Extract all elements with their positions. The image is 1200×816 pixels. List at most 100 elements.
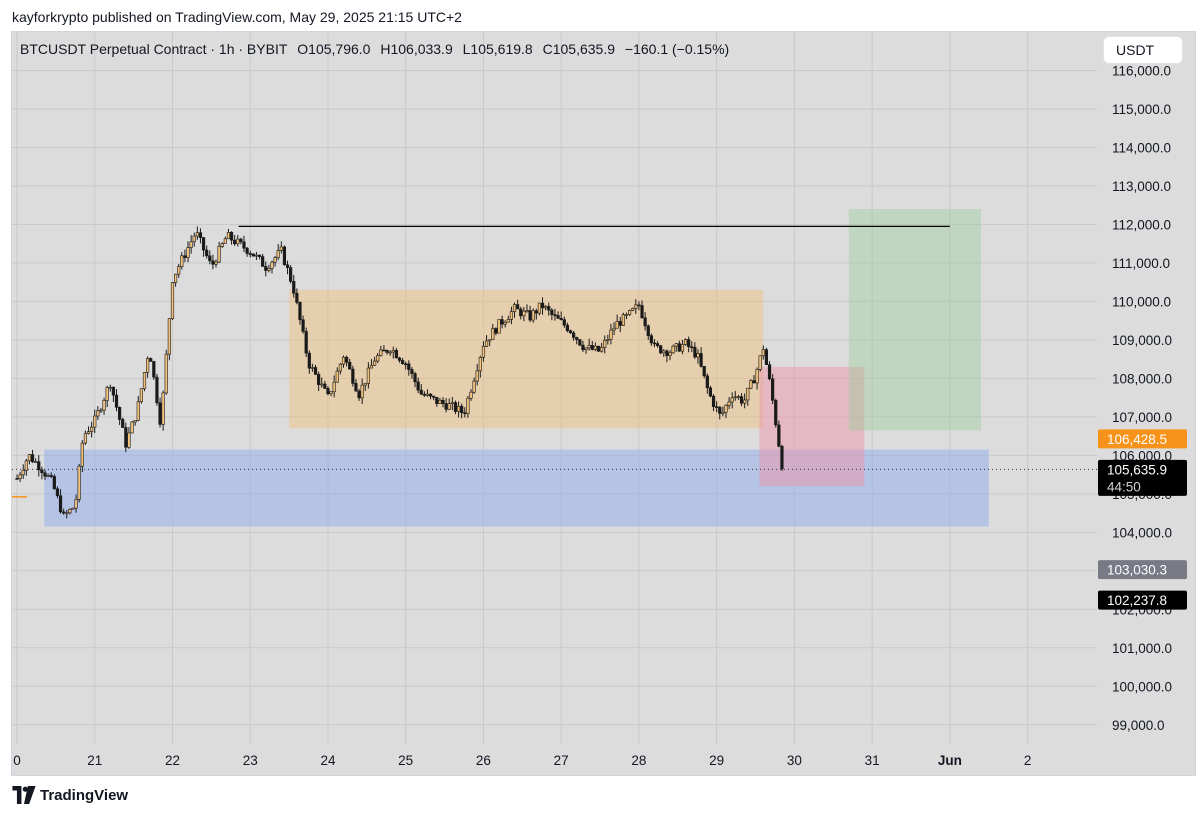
candle-up — [438, 399, 442, 404]
x-axis-tick-label: 29 — [709, 753, 724, 768]
candle-up — [220, 243, 224, 247]
candle-up — [363, 382, 367, 386]
candle-up — [329, 391, 333, 395]
legend-low: L105,619.8 — [462, 41, 533, 57]
y-axis-tick-label: 116,000.0 — [1112, 63, 1171, 78]
candle-down — [416, 381, 420, 391]
y-axis-tick-label: 107,000.0 — [1112, 410, 1172, 425]
candle-down — [245, 247, 249, 254]
legend-symbol: BTCUSDT Perpetual Contract · 1h · BYBIT — [20, 41, 288, 57]
candle-down — [183, 255, 187, 258]
candle-down — [394, 350, 398, 359]
x-axis-tick-label: 27 — [554, 753, 569, 768]
candle-down — [435, 397, 439, 404]
candle-down — [528, 310, 532, 321]
y-axis-tick-label: 114,000.0 — [1112, 140, 1171, 155]
legend-close: C105,635.9 — [542, 41, 616, 57]
footer: TradingView — [12, 786, 128, 804]
candle-down — [58, 495, 63, 513]
candle-up — [93, 415, 97, 428]
candle-down — [708, 387, 713, 397]
candle-down — [575, 337, 579, 340]
legend-change: −160.1 (−0.15%) — [624, 41, 730, 57]
price-tag-label: 103,030.3 — [1107, 563, 1167, 578]
candle-down — [37, 461, 41, 471]
candle-up — [24, 460, 28, 471]
candle-up — [164, 353, 168, 394]
candle-down — [500, 319, 504, 325]
candle-up — [99, 409, 103, 412]
candle-down — [711, 395, 716, 407]
candle-down — [261, 256, 265, 267]
candle-up — [186, 247, 190, 258]
candle-up — [18, 474, 22, 479]
candle-up — [391, 350, 395, 353]
candle-up — [671, 345, 675, 354]
y-axis-tick-label: 109,000.0 — [1112, 333, 1172, 348]
candle-up — [674, 343, 678, 347]
candle-up — [512, 304, 517, 312]
candle-down — [652, 342, 657, 345]
candle-down — [124, 427, 128, 448]
candle-up — [506, 319, 510, 323]
y-axis-tick-label: 101,000.0 — [1112, 641, 1172, 656]
publisher-line: kayforkrypto published on TradingView.co… — [12, 9, 462, 25]
price-tag-label: 106,428.5 — [1107, 432, 1167, 447]
candle-up — [139, 388, 143, 403]
candle-down — [643, 317, 647, 327]
price-tag — [1098, 459, 1187, 496]
candle-down — [572, 332, 576, 338]
candle-down — [556, 315, 560, 319]
candle-down — [400, 360, 405, 365]
candle-up — [173, 273, 178, 283]
candle-down — [121, 419, 125, 428]
candle-down — [282, 246, 287, 266]
candle-up — [68, 508, 72, 514]
candle-down — [687, 339, 691, 348]
candle-down — [313, 367, 318, 375]
candle-down — [739, 396, 744, 404]
candle-down — [326, 388, 330, 395]
price-tag-label: 102,237.8 — [1107, 593, 1167, 608]
candle-down — [348, 361, 352, 370]
candle-up — [270, 261, 274, 269]
candle-up — [142, 372, 147, 390]
candle-down — [307, 352, 311, 369]
candle-up — [587, 345, 591, 349]
candle-down — [410, 369, 414, 374]
candle-up — [662, 350, 666, 354]
y-axis-tick-label: 115,000.0 — [1112, 102, 1171, 117]
chart-panel[interactable]: 116,000.0 115,000.0 114,000.0 113,000.0 112,… — [11, 31, 1196, 776]
candle-up — [537, 302, 542, 314]
candle-down — [301, 319, 305, 332]
currency-button[interactable]: USDT — [1103, 36, 1183, 64]
candle-up — [74, 499, 78, 509]
chart-canvas[interactable]: 116,000.0 115,000.0 114,000.0 113,000.0 112,… — [12, 32, 1196, 776]
candle-up — [335, 370, 339, 383]
chart-background — [12, 32, 1195, 775]
candle-up — [86, 431, 91, 434]
candle-up — [481, 346, 486, 358]
candle-down — [198, 232, 203, 238]
candle-up — [267, 268, 271, 271]
candle-down — [665, 350, 669, 356]
candle-up — [631, 308, 635, 311]
candle-up — [721, 411, 725, 414]
y-axis-tick-label: 99,000.0 — [1112, 718, 1165, 733]
candle-up — [469, 391, 473, 399]
candle-up — [338, 363, 342, 372]
candle-down — [767, 364, 772, 380]
candle-down — [158, 402, 162, 425]
candle-down — [248, 253, 252, 255]
x-axis-tick-label: 30 — [787, 753, 802, 768]
candle-up — [341, 356, 346, 365]
candle-down — [590, 345, 594, 350]
candle-down — [553, 314, 557, 316]
y-axis-tick-label: 100,000.0 — [1112, 679, 1172, 694]
candle-down — [233, 239, 237, 245]
candle-down — [251, 253, 255, 257]
candle-down — [201, 237, 206, 251]
candle-up — [627, 309, 632, 315]
x-axis-tick-label: 0 — [13, 753, 21, 768]
x-axis-tick-label: 24 — [320, 753, 336, 768]
